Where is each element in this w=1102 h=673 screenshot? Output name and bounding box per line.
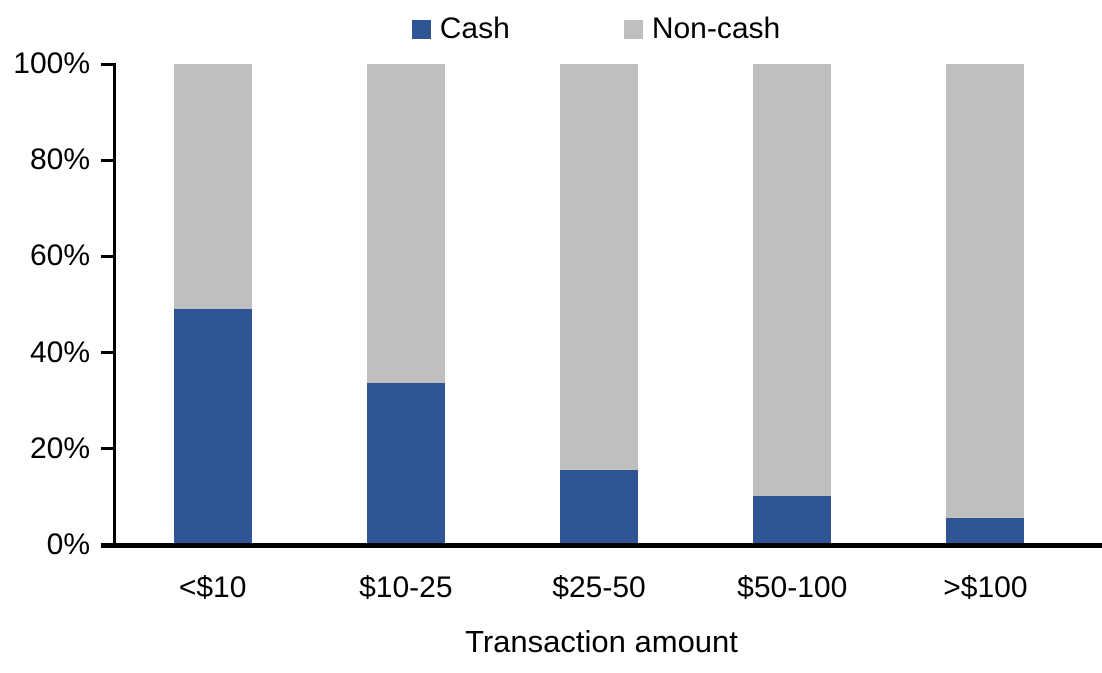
x-axis-line — [101, 543, 1102, 548]
bar-segment-noncash — [366, 64, 445, 384]
bar-segment-noncash — [753, 64, 832, 496]
y-axis-label-0: 0% — [46, 528, 90, 561]
legend-item-noncash: Non-cash — [623, 12, 781, 46]
x-axis-label: $25-50 — [552, 571, 646, 604]
bar-segment-cash — [560, 469, 638, 544]
bar-lt10 — [173, 64, 252, 544]
x-axis-label: <$10 — [178, 571, 247, 604]
y-tick-40 — [101, 351, 115, 354]
bar-segment-cash — [946, 517, 1025, 544]
plot-area — [116, 64, 1082, 544]
x-axis-label: $10-25 — [359, 571, 453, 604]
x-axis-labels: <$10 $10-25 $25-50 $50-100 >$100 — [116, 571, 1082, 605]
legend-label-cash: Cash — [439, 12, 510, 45]
y-tick-100 — [101, 63, 115, 66]
x-axis-label: >$100 — [943, 571, 1028, 604]
y-axis-label-20: 20% — [29, 432, 90, 465]
bar-10-25 — [366, 64, 445, 544]
legend-swatch-cash-icon — [411, 19, 431, 39]
bar-group-gt100 — [889, 64, 1082, 544]
bar-group-lt10 — [116, 64, 309, 544]
bar-segment-cash — [753, 496, 832, 544]
bar-group-50-100 — [696, 64, 889, 544]
y-axis-label-60: 60% — [29, 239, 90, 272]
legend: Cash Non-cash — [90, 12, 1102, 46]
bar-segment-noncash — [946, 64, 1025, 518]
x-axis-title: Transaction amount — [465, 624, 738, 659]
y-axis-line — [113, 63, 116, 547]
bar-segment-cash — [366, 383, 445, 544]
y-tick-80 — [101, 159, 115, 162]
bar-segment-noncash — [560, 64, 638, 470]
bar-segment-noncash — [173, 64, 252, 309]
bar-segment-cash — [173, 308, 252, 544]
y-axis-label-80: 80% — [29, 143, 90, 176]
legend-label-noncash: Non-cash — [651, 12, 781, 45]
bar-group-25-50 — [502, 64, 695, 544]
legend-item-cash: Cash — [411, 12, 510, 46]
y-tick-60 — [101, 255, 115, 258]
bar-group-10-25 — [309, 64, 502, 544]
y-axis-label-40: 40% — [29, 336, 90, 369]
x-axis-label: $50-100 — [737, 571, 848, 604]
bar-25-50 — [560, 64, 638, 544]
legend-swatch-noncash-icon — [623, 19, 643, 39]
y-axis-label-100: 100% — [13, 47, 90, 80]
bar-gt100 — [946, 64, 1025, 544]
y-tick-20 — [101, 447, 115, 450]
bar-50-100 — [753, 64, 832, 544]
